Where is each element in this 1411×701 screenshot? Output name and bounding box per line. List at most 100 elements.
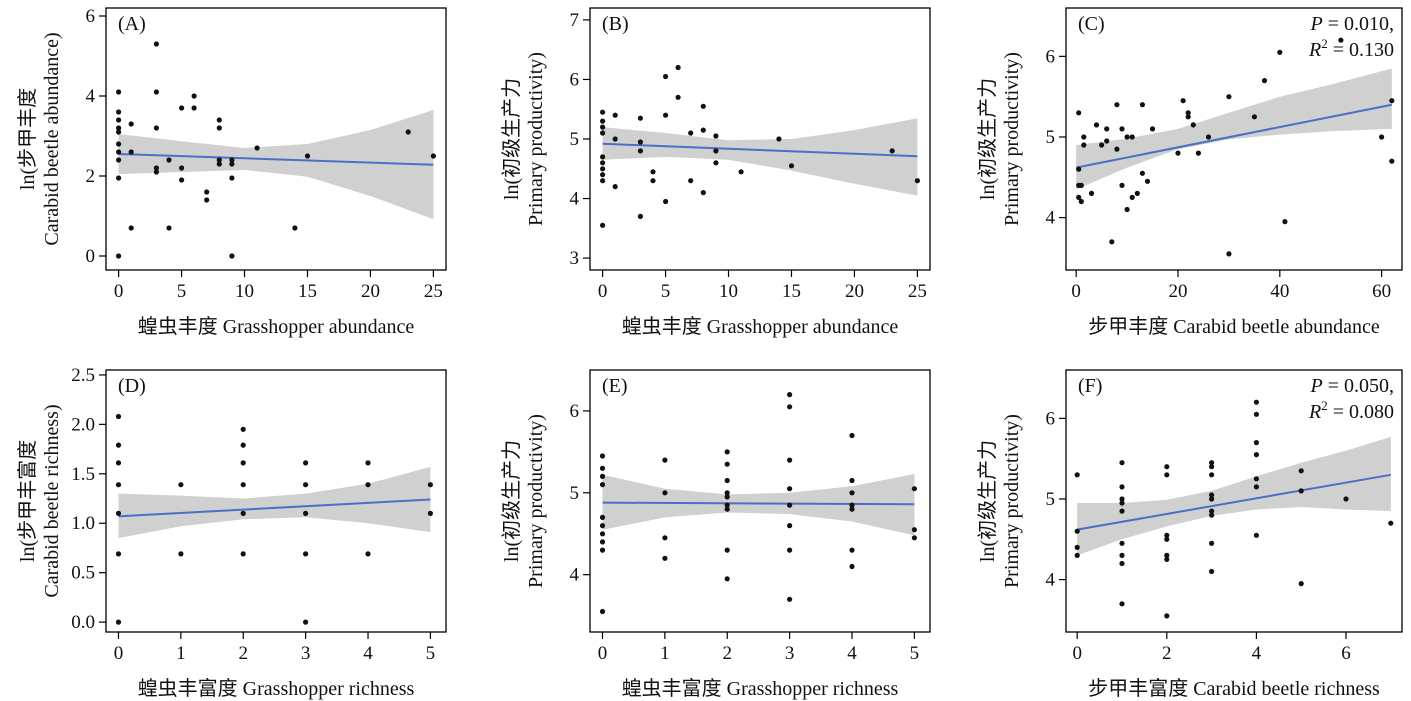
data-point-f-11 <box>1119 560 1125 567</box>
data-point-f-3 <box>1074 552 1080 559</box>
data-point-b-16 <box>637 213 644 219</box>
x-tick-label-e-0: 0 <box>598 643 608 664</box>
x-tick-label-f-3: 6 <box>1341 643 1351 664</box>
data-point-e-17 <box>724 490 730 496</box>
data-point-c-26 <box>1149 126 1156 132</box>
data-point-e-28 <box>787 523 793 529</box>
y-tick-label-d-4: 2.0 <box>71 414 95 435</box>
data-point-c-25 <box>1144 178 1151 184</box>
y-tick-label-a-3: 6 <box>86 6 96 27</box>
data-point-c-1 <box>1076 166 1082 172</box>
data-point-d-7 <box>178 482 184 488</box>
confidence-band-e <box>602 474 915 536</box>
data-point-d-14 <box>240 551 246 557</box>
data-point-a-23 <box>191 93 197 99</box>
data-point-d-8 <box>178 551 184 557</box>
data-point-a-15 <box>153 125 159 131</box>
data-point-b-15 <box>637 148 644 154</box>
data-point-b-9 <box>600 222 606 228</box>
data-point-c-41 <box>1379 134 1385 140</box>
data-point-f-34 <box>1253 484 1259 490</box>
data-point-d-11 <box>240 460 246 466</box>
y-axis-label-line1-c: ln(初级生产力 <box>976 78 999 200</box>
data-point-c-27 <box>1175 150 1181 156</box>
x-tick-label-a-1: 5 <box>177 281 187 302</box>
fit-line-e <box>602 501 915 506</box>
data-point-b-12 <box>612 112 618 118</box>
data-point-c-12 <box>1104 138 1110 144</box>
stat-r-squared-c: R2 = 0.130 <box>1308 36 1394 61</box>
data-point-b-14 <box>637 139 644 145</box>
data-point-f-7 <box>1119 500 1125 506</box>
data-point-f-33 <box>1253 476 1259 482</box>
data-point-f-4 <box>1119 460 1125 466</box>
data-point-a-14 <box>153 89 159 95</box>
data-point-f-12 <box>1119 601 1125 607</box>
y-tick-label-d-0: 0.0 <box>71 612 95 633</box>
panel-label-e: (E) <box>602 375 628 397</box>
data-point-b-22 <box>675 64 681 71</box>
data-point-b-11 <box>612 184 618 190</box>
x-tick-label-b-1: 5 <box>661 281 671 302</box>
x-axis-label-e: 蝗虫丰富度 Grasshopper richness <box>622 677 899 700</box>
confidence-band-c <box>1076 68 1392 190</box>
data-point-a-11 <box>128 149 134 155</box>
data-point-f-20 <box>1209 460 1215 466</box>
data-point-a-33 <box>229 175 235 181</box>
plot-frame-e <box>589 369 931 633</box>
data-point-a-2 <box>116 117 122 123</box>
data-point-f-26 <box>1209 512 1215 518</box>
data-point-f-15 <box>1164 532 1170 538</box>
data-point-e-7 <box>599 539 606 545</box>
plot-frame-d <box>105 369 447 633</box>
data-point-e-26 <box>787 486 793 492</box>
data-point-b-24 <box>688 130 694 136</box>
data-point-d-23 <box>427 482 433 488</box>
x-tick-label-c-1: 20 <box>1169 281 1188 302</box>
data-point-a-0 <box>116 89 122 95</box>
data-point-c-15 <box>1114 146 1120 152</box>
data-point-a-25 <box>204 189 210 195</box>
x-tick-label-e-3: 3 <box>785 643 795 664</box>
data-point-c-24 <box>1139 170 1145 176</box>
data-point-f-19 <box>1164 613 1170 619</box>
data-point-a-6 <box>116 149 122 155</box>
data-point-e-12 <box>662 535 668 541</box>
y-tick-label-e-2: 6 <box>570 401 580 422</box>
data-point-a-39 <box>430 153 436 159</box>
data-point-e-5 <box>599 523 606 529</box>
data-point-c-31 <box>1190 122 1196 128</box>
panel-e: 0 1 2 3 4 5 4 5 6 蝗虫丰富度 Grasshopper richness ln(初级… <box>500 369 931 700</box>
data-point-e-37 <box>849 563 855 570</box>
fit-line-b <box>602 142 918 158</box>
x-tick-label-e-1: 1 <box>660 643 670 664</box>
data-point-e-29 <box>787 547 793 553</box>
data-point-e-34 <box>849 502 855 508</box>
data-point-b-21 <box>663 198 669 205</box>
data-point-e-36 <box>849 547 855 553</box>
data-point-d-5 <box>115 551 122 557</box>
data-point-f-32 <box>1253 452 1259 458</box>
data-point-d-22 <box>365 551 371 557</box>
data-point-e-38 <box>911 486 918 492</box>
data-point-d-3 <box>115 482 122 488</box>
data-point-b-26 <box>700 103 706 109</box>
y-axis-label-line1-a: ln(步甲丰度 <box>16 88 39 190</box>
data-point-e-14 <box>724 449 730 455</box>
data-point-c-22 <box>1134 190 1140 196</box>
data-point-d-0 <box>115 413 122 420</box>
data-point-f-35 <box>1253 532 1259 538</box>
data-point-d-20 <box>365 460 371 466</box>
data-point-f-10 <box>1119 552 1125 559</box>
y-tick-label-a-0: 0 <box>86 246 96 267</box>
data-point-e-30 <box>787 596 793 602</box>
x-axis-label-c: 步甲丰度 Carabid beetle abundance <box>1088 315 1380 338</box>
y-tick-label-d-3: 1.5 <box>71 464 95 485</box>
data-point-f-6 <box>1119 496 1125 502</box>
data-point-c-30 <box>1185 114 1191 120</box>
data-point-f-0 <box>1074 472 1080 478</box>
data-point-f-24 <box>1209 496 1215 502</box>
y-tick-label-f-0: 4 <box>1046 570 1056 591</box>
data-point-b-13 <box>637 115 644 121</box>
data-point-a-37 <box>304 153 311 159</box>
